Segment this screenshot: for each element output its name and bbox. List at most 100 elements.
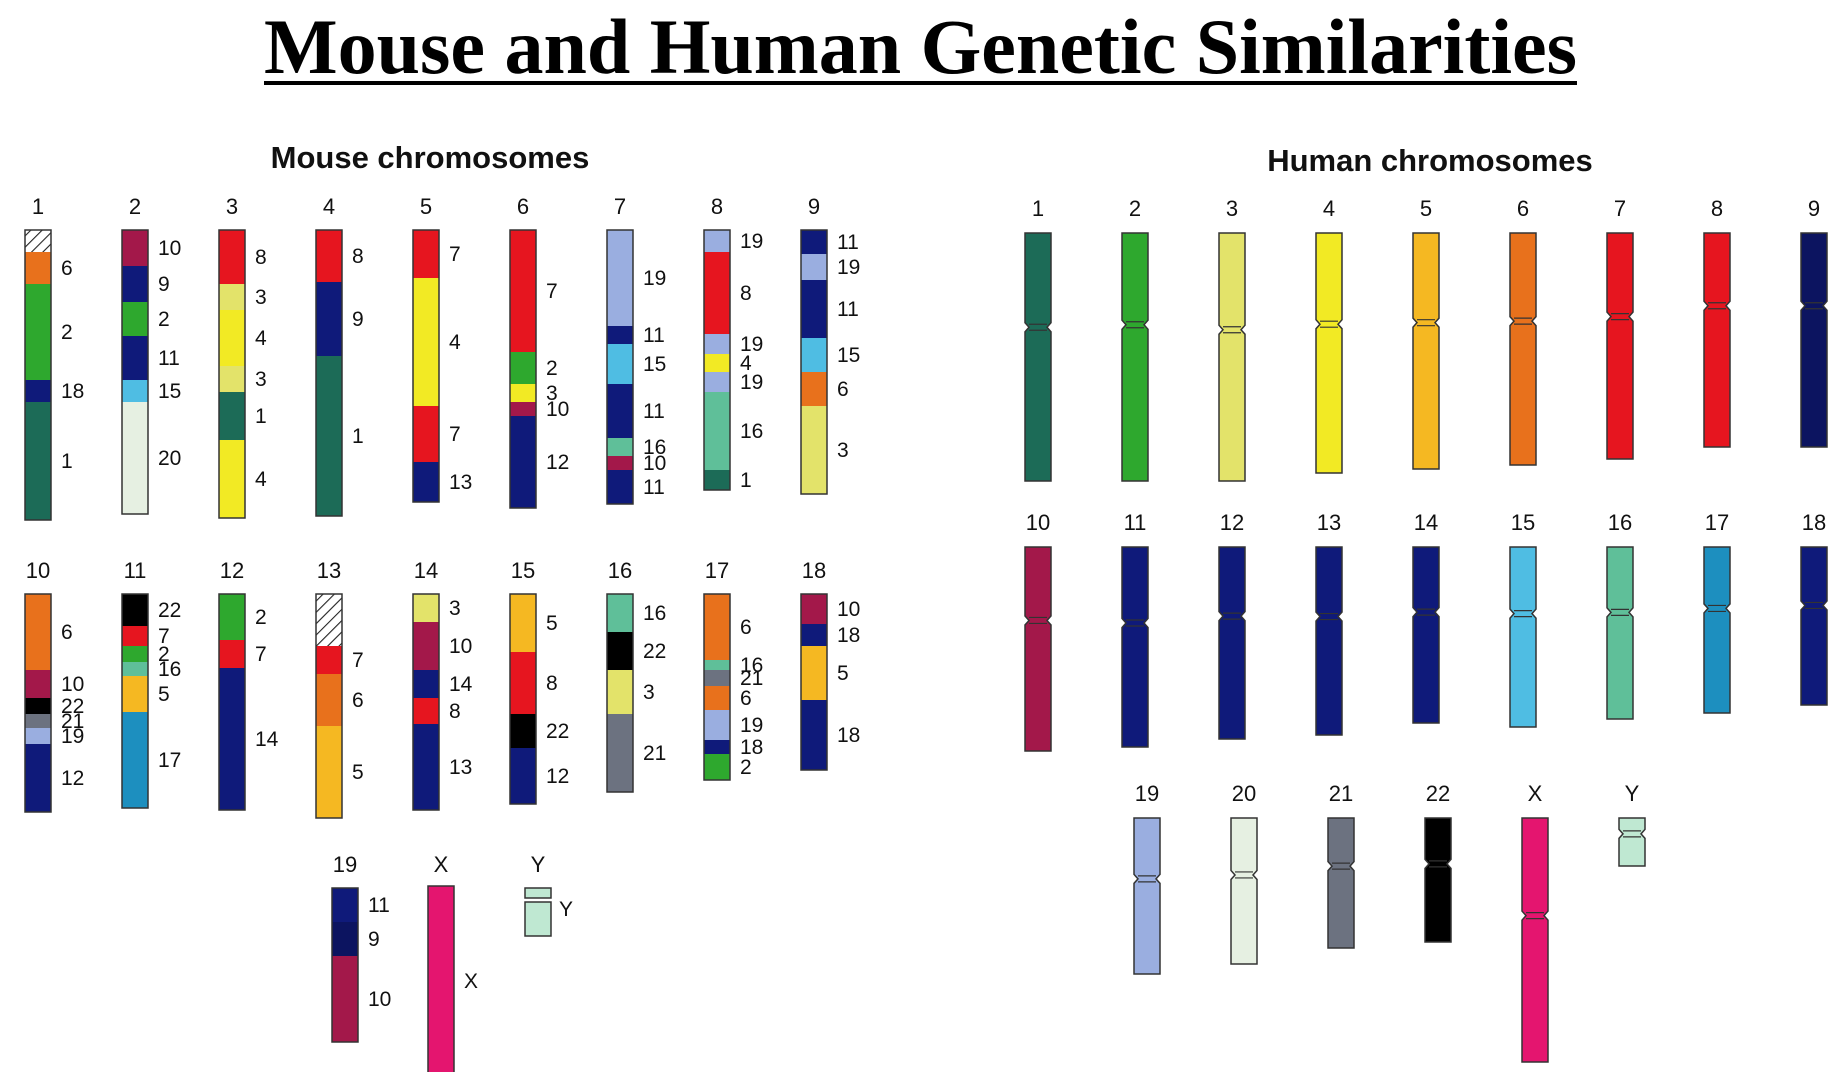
human-chromosome-13: 13 — [1315, 510, 1343, 736]
mouse-segment — [704, 660, 730, 670]
mouse-chromosome-outline — [121, 593, 149, 809]
mouse-chromosome-1: 1 6 2 18 1 — [24, 194, 84, 521]
human-chromosome-body — [1703, 232, 1731, 448]
mouse-chromosome-outline — [606, 229, 634, 505]
mouse-chromosome-outline — [24, 593, 52, 813]
mouse-chromosome-outline — [412, 229, 440, 503]
human-chromosome-body — [1509, 546, 1537, 728]
mouse-segment — [801, 700, 827, 770]
mouse-segment-label: 6 — [61, 621, 73, 644]
mouse-segment — [122, 402, 148, 514]
human-chromosome-body — [1606, 232, 1634, 460]
human-chromosome-label: 20 — [1232, 781, 1256, 806]
mouse-segment — [607, 230, 633, 326]
human-chromosome-body — [1024, 546, 1052, 752]
mouse-segment-label: 14 — [449, 673, 473, 696]
mouse-segment-label: 20 — [158, 447, 181, 470]
human-chromosome-label: 15 — [1511, 510, 1535, 535]
mouse-segment — [413, 724, 439, 810]
human-chromosome-label: Y — [1625, 781, 1640, 806]
mouse-chromosome-label: 1 — [32, 194, 44, 219]
mouse-segment-label: 3 — [643, 681, 655, 704]
mouse-chromosome-outline — [703, 593, 731, 781]
human-chromosome-label: 5 — [1420, 196, 1432, 221]
human-chromosome-label: 7 — [1614, 196, 1626, 221]
mouse-chromosome-label: 5 — [420, 194, 432, 219]
mouse-segment — [413, 406, 439, 462]
mouse-segment — [25, 744, 51, 812]
mouse-segment — [25, 714, 51, 728]
mouse-segment-label: 6 — [740, 687, 752, 710]
mouse-segment-label: 1 — [255, 405, 267, 428]
human-chromosome-body — [1121, 232, 1149, 482]
mouse-segment — [607, 326, 633, 344]
mouse-segment — [25, 728, 51, 744]
mouse-segment-label: 2 — [255, 606, 267, 629]
mouse-segment-label: 21 — [643, 742, 666, 765]
mouse-segment-label: 7 — [255, 643, 267, 666]
mouse-chromosome-group: 1621812109211152038343144891574713672310… — [24, 194, 860, 1072]
mouse-segment-label: 8 — [740, 282, 752, 305]
mouse-segment — [122, 266, 148, 302]
mouse-segment — [413, 670, 439, 698]
mouse-segment-label: 10 — [449, 635, 472, 658]
mouse-segment — [704, 392, 730, 470]
mouse-chromosome-5: 5 7 4 7 13 — [412, 194, 472, 503]
human-chromosome-label: 14 — [1414, 510, 1438, 535]
mouse-chromosome-outline — [606, 593, 634, 793]
mouse-segment-label: 2 — [158, 308, 170, 331]
mouse-segment-label: 5 — [546, 612, 558, 635]
human-chromosome-body — [1121, 546, 1149, 748]
mouse-segment — [704, 252, 730, 334]
mouse-segment-label: 16 — [740, 654, 763, 677]
human-chromosome-label: 3 — [1226, 196, 1238, 221]
mouse-segment-label: 10 — [643, 452, 666, 475]
mouse-chromosome-2: 2 10 9 2 11 15 20 — [121, 194, 181, 515]
mouse-segment-label: 7 — [449, 423, 461, 446]
mouse-segment-label: Y — [559, 898, 573, 921]
human-chromosome-body — [1412, 546, 1440, 724]
mouse-segment-label: 12 — [546, 451, 569, 474]
human-chromosome-body — [1315, 546, 1343, 736]
mouse-chromosome-label: X — [434, 852, 449, 877]
mouse-segment-label: 17 — [158, 749, 181, 772]
mouse-chromosome-label: 3 — [226, 194, 238, 219]
mouse-segment — [510, 230, 536, 352]
mouse-chromosome-18: 18 10 18 5 18 — [800, 558, 860, 771]
mouse-chromosome-14: 14 3 10 14 8 13 — [412, 558, 473, 811]
human-chromosome-label: 16 — [1608, 510, 1632, 535]
mouse-chromosome-label: 17 — [705, 558, 729, 583]
human-chromosome-18: 18 — [1800, 510, 1828, 706]
mouse-segment-label: 13 — [449, 756, 472, 779]
mouse-unmatched-region — [316, 594, 342, 646]
mouse-segment — [219, 640, 245, 668]
mouse-segment — [122, 230, 148, 266]
human-chromosome-label: 13 — [1317, 510, 1341, 535]
mouse-chromosome-outline — [315, 593, 343, 819]
mouse-segment — [219, 366, 245, 392]
human-chromosome-5: 5 — [1412, 196, 1440, 470]
human-chromosome-body — [1133, 817, 1161, 975]
mouse-segment-label: 4 — [740, 352, 752, 375]
mouse-segment — [413, 594, 439, 622]
human-chromosome-1: 1 — [1024, 196, 1052, 482]
mouse-segment — [122, 626, 148, 646]
human-chromosome-label: 10 — [1026, 510, 1050, 535]
mouse-segment — [510, 714, 536, 748]
human-chromosome-11: 11 — [1121, 510, 1149, 748]
human-chromosome-label: 2 — [1129, 196, 1141, 221]
mouse-segment-label: 2 — [158, 643, 170, 666]
mouse-segment — [219, 392, 245, 440]
mouse-segment — [316, 646, 342, 674]
human-chromosome-19: 19 — [1133, 781, 1161, 975]
mouse-segment-label: 16 — [643, 602, 666, 625]
mouse-chromosome-label: 2 — [129, 194, 141, 219]
mouse-segment — [607, 594, 633, 632]
mouse-segment-label: 8 — [449, 700, 461, 723]
mouse-segment-label: 10 — [158, 237, 181, 260]
mouse-chromosome-outline — [509, 593, 537, 805]
mouse-segment — [801, 254, 827, 280]
mouse-chromosome-label: 7 — [614, 194, 626, 219]
